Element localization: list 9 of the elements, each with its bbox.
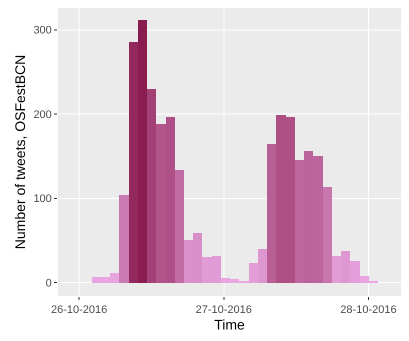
- y-tick-label: 0: [46, 277, 52, 290]
- x-tick-label: 26-10-2016: [50, 304, 108, 316]
- x-tick-label: 27-10-2016: [196, 304, 252, 316]
- y-tick-label: 300: [33, 24, 52, 37]
- y-tick-label: 200: [33, 108, 52, 121]
- x-tick-label: 28-10-2016: [340, 304, 397, 316]
- y-axis-title: Number of tweets, OSFestBCN: [12, 54, 28, 250]
- x-axis-title: Time: [214, 316, 246, 332]
- y-tick-label: 100: [33, 193, 52, 206]
